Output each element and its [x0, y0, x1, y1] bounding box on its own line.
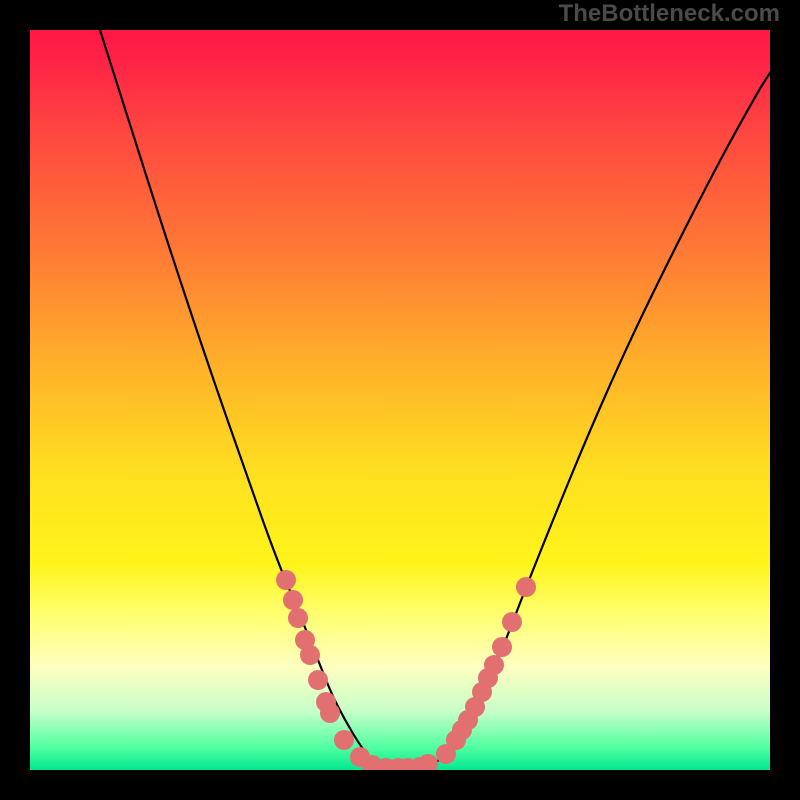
- plot-area: [30, 30, 770, 770]
- gradient-background: [30, 30, 770, 770]
- watermark-text: TheBottleneck.com: [559, 0, 780, 28]
- chart-container: TheBottleneck.com: [0, 0, 800, 800]
